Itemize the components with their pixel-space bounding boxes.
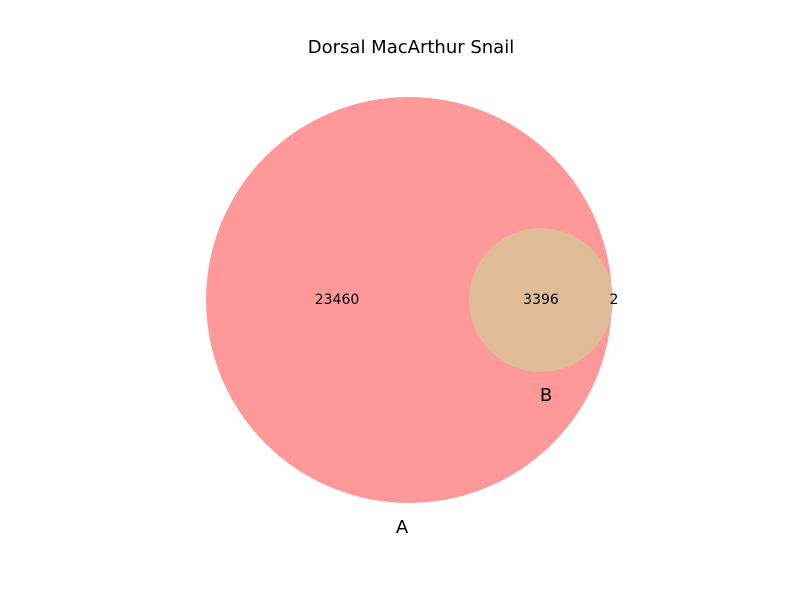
set-a-label: A (396, 517, 409, 538)
region-a-and-b-count: 3396 (523, 292, 559, 308)
set-b-circle (469, 228, 613, 372)
set-a-circle (206, 97, 612, 503)
region-b-only-count: 2 (610, 292, 619, 308)
set-b-label: B (540, 385, 552, 406)
diagram-title: Dorsal MacArthur Snail (308, 37, 514, 58)
region-a-only-count: 23460 (315, 292, 360, 308)
